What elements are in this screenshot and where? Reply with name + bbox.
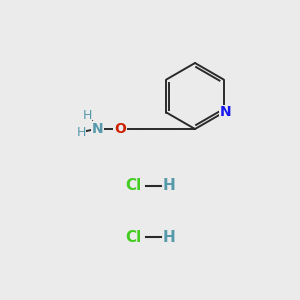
Text: H: H [162, 230, 175, 244]
Text: O: O [114, 122, 126, 136]
Text: N: N [92, 122, 103, 136]
Text: H: H [76, 125, 86, 139]
Text: Cl: Cl [125, 230, 142, 244]
Text: H: H [162, 178, 175, 194]
Text: N: N [220, 106, 232, 119]
Text: Cl: Cl [125, 178, 142, 194]
Text: H: H [82, 109, 92, 122]
